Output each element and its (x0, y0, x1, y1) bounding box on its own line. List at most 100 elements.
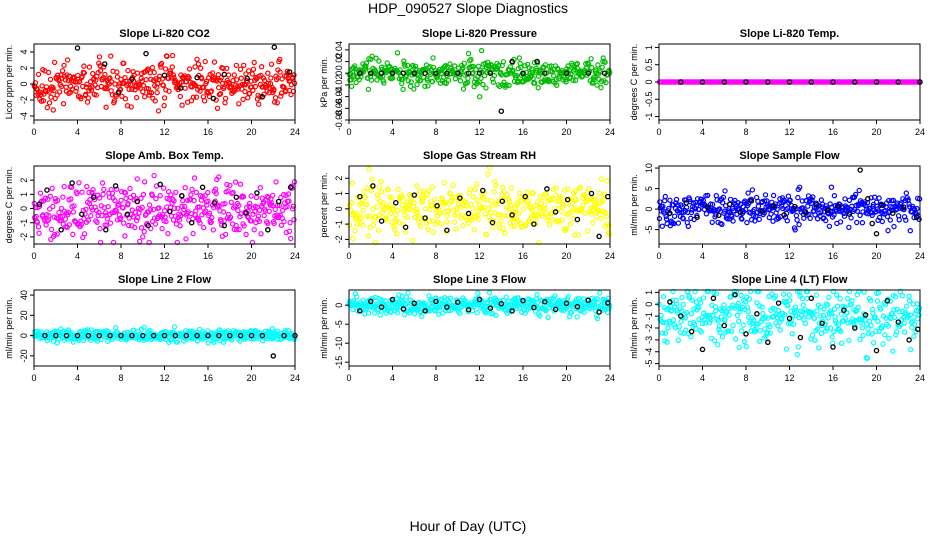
data-point (239, 81, 246, 88)
data-point (716, 326, 722, 333)
data-point (119, 93, 125, 100)
data-point (846, 224, 852, 231)
data-point (433, 295, 439, 301)
data-point (855, 304, 861, 311)
data-point (84, 81, 90, 88)
data-point (745, 190, 751, 196)
y-tick-label: -5 (644, 226, 654, 234)
highlight-point (179, 193, 185, 199)
data-point (483, 85, 489, 91)
highlight-point (476, 70, 483, 76)
highlight-point (765, 79, 771, 85)
highlight-point (857, 167, 863, 173)
data-point (445, 77, 452, 83)
data-point (916, 312, 922, 318)
y-axis-label: ml/min per min. (629, 174, 639, 236)
data-point (140, 89, 146, 95)
data-point (280, 207, 286, 214)
data-point (61, 62, 67, 69)
data-point (914, 205, 920, 212)
data-point (892, 294, 899, 300)
x-tick-label: 4 (75, 127, 80, 137)
data-point (547, 222, 553, 228)
data-point (278, 222, 285, 228)
data-point (475, 290, 481, 296)
data-point (205, 198, 211, 204)
data-point (717, 329, 723, 335)
data-point (32, 80, 39, 86)
highlight-point (116, 89, 122, 95)
highlight-point (509, 308, 515, 314)
data-point (675, 220, 682, 226)
data-point (513, 305, 520, 311)
data-point (801, 215, 807, 221)
highlight-point (85, 332, 92, 339)
x-tick-label: 8 (743, 251, 748, 261)
panel-title: Slope Line 3 Flow (433, 274, 526, 286)
data-point (567, 196, 573, 202)
highlight-point (286, 69, 293, 75)
data-point (444, 219, 450, 225)
data-point (667, 320, 673, 326)
highlight-point (683, 200, 689, 206)
highlight-point (915, 326, 921, 332)
data-point (694, 304, 701, 310)
y-tick-label: 0.02 (334, 53, 344, 71)
data-point (792, 227, 798, 233)
data-point (553, 185, 559, 191)
y-axis-label: Licor ppm per min. (4, 45, 14, 120)
data-point (239, 86, 245, 92)
highlight-point (765, 339, 771, 346)
data-point (385, 187, 392, 193)
highlight-point (444, 70, 450, 76)
data-point (164, 53, 170, 60)
y-tick-label: 10 (644, 163, 654, 173)
highlight-point (743, 331, 749, 337)
data-point (885, 197, 892, 204)
data-point (452, 63, 458, 69)
data-point (56, 209, 62, 216)
x-tick-label: 16 (203, 127, 213, 137)
y-tick-label: 0.5 (644, 58, 654, 71)
data-point (529, 70, 536, 76)
highlight-point (36, 201, 43, 208)
highlight-point (129, 76, 135, 82)
data-point (363, 60, 370, 66)
data-point (665, 325, 671, 331)
data-point (803, 198, 810, 204)
highlight-point (716, 212, 722, 219)
data-point (685, 223, 692, 229)
data-point (143, 76, 149, 83)
data-point (518, 64, 524, 71)
data-point (870, 340, 877, 346)
data-point (682, 315, 689, 321)
data-point (426, 188, 432, 194)
data-points (31, 324, 298, 359)
data-points (346, 47, 613, 114)
panel-4: Slope Amb. Box Temp.0 4 8 12 16 20 24-2-1012de… (4, 150, 300, 261)
data-point (248, 193, 254, 199)
data-points (31, 172, 298, 246)
data-point (574, 314, 580, 320)
data-point (95, 335, 101, 341)
data-point (151, 69, 157, 76)
highlight-point (370, 183, 376, 189)
data-point (46, 100, 53, 106)
panel-title: Slope Line 4 (LT) Flow (732, 274, 848, 286)
panel-title: Slope Amb. Box Temp. (105, 150, 224, 162)
x-tick-label: 20 (246, 127, 256, 137)
data-point (554, 82, 560, 89)
data-point (537, 193, 544, 200)
data-point (77, 328, 84, 335)
data-point (74, 190, 80, 197)
data-point (603, 79, 609, 86)
data-point (373, 55, 379, 61)
highlight-point (402, 224, 409, 230)
data-point (153, 195, 159, 202)
data-point (209, 214, 215, 221)
data-point (64, 72, 70, 78)
data-point (200, 84, 207, 91)
data-point (248, 218, 255, 224)
data-point (122, 95, 129, 102)
data-point (429, 78, 436, 85)
